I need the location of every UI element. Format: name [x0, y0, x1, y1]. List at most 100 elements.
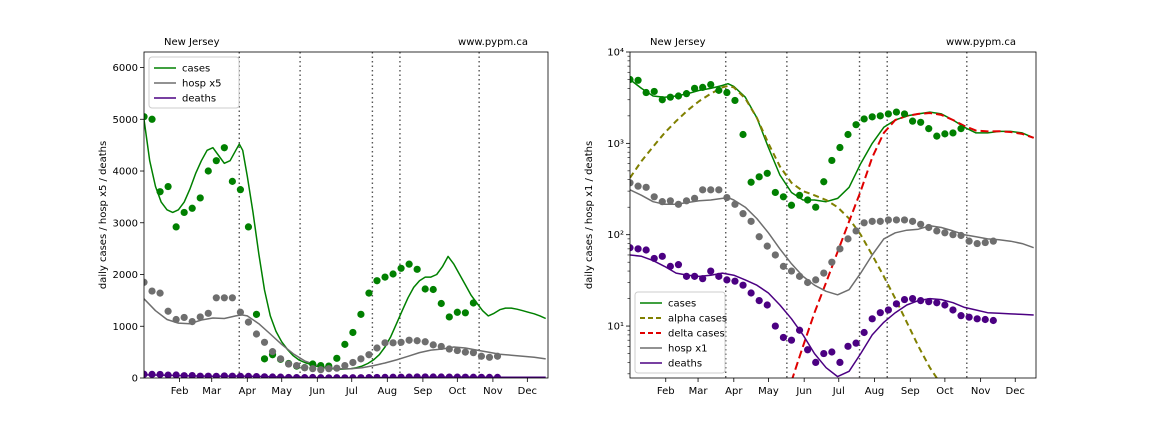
deaths-points-point — [707, 267, 715, 275]
hosp-x5-points-point — [389, 339, 397, 347]
hosp-x1-points-point — [779, 262, 788, 270]
cases-line-line — [144, 119, 547, 370]
hosp-x1-points-point — [941, 229, 949, 237]
hosp-x1-points-point — [820, 269, 828, 277]
cases-points-point — [469, 299, 477, 307]
hosp-x5-points-point — [365, 351, 373, 359]
hosp-x5-points-point — [357, 355, 365, 363]
y-tick-label: 4000 — [113, 167, 138, 178]
cases-points-point — [172, 223, 180, 231]
cases-points-point — [658, 96, 666, 104]
cases-points-point — [148, 115, 156, 123]
x-tick-label: Sep — [413, 386, 432, 397]
deaths-points-point — [787, 336, 796, 344]
deaths-points-point — [699, 275, 707, 283]
x-tick-label: Nov — [971, 386, 991, 397]
hosp-x1-points-point — [933, 227, 941, 235]
deaths-points-point — [941, 301, 949, 309]
cases-points-point — [707, 80, 715, 89]
panel-title-left: New Jersey — [650, 37, 706, 48]
deaths-points-point — [868, 315, 876, 323]
hosp-x5-points-point — [188, 317, 196, 326]
deaths-points-point — [860, 328, 868, 337]
cases-points-point — [925, 125, 933, 133]
cases-points-point — [373, 277, 381, 285]
deaths-points-point — [445, 373, 453, 378]
cases-points-point — [349, 328, 357, 337]
x-tick-label: Nov — [483, 386, 503, 397]
cases-points-point — [341, 340, 349, 348]
deaths-points-point — [634, 245, 642, 253]
cases-points-point — [949, 129, 957, 137]
deaths-points-point — [469, 373, 477, 378]
deaths-points-point — [236, 372, 245, 378]
x-tick-label: Jun — [795, 386, 812, 397]
legend-label-hosp-x5: hosp x5 — [182, 79, 221, 90]
deaths-points-point — [228, 372, 236, 378]
x-tick-label: Jun — [308, 386, 325, 397]
cases-points-point — [682, 90, 691, 98]
deaths-points-point — [682, 272, 691, 280]
y-tick-label: 5000 — [113, 115, 138, 126]
hosp-x1-points-point — [957, 231, 965, 240]
deaths-points-point — [836, 358, 844, 367]
hosp-x5-points-point — [301, 364, 309, 372]
hosp-x1-points-point — [884, 216, 892, 224]
cases-points-point — [908, 117, 917, 125]
legend-box — [634, 291, 726, 374]
cases-points-point — [437, 299, 445, 308]
cases-points-point — [196, 194, 204, 202]
hosp-x5-points-point — [172, 315, 180, 324]
deaths-points-point — [666, 262, 674, 270]
hosp-x1-points-point — [699, 186, 707, 194]
deaths-points-point — [333, 374, 341, 378]
hosp-x5-points-point — [349, 358, 357, 367]
hosp-x5-points-point — [461, 348, 469, 356]
hosp-x1-points-point — [852, 227, 860, 235]
deaths-points-point — [156, 370, 164, 378]
deaths-points-point — [357, 374, 365, 378]
hosp-x5-points-point — [196, 313, 204, 321]
axes-frame — [629, 51, 1037, 379]
cases-points-point — [820, 178, 828, 186]
legend: cases hosp x5 deaths — [148, 56, 240, 109]
y-tick-label: 10² — [607, 230, 624, 241]
deaths-points-point — [715, 272, 723, 280]
hosp-x5-points-point — [204, 309, 212, 317]
hosp-x1-points-point — [795, 272, 804, 280]
deaths-points-point — [164, 371, 172, 378]
cases-points-point — [715, 86, 723, 94]
deaths-points-point — [373, 373, 381, 378]
cases-points-point — [731, 96, 739, 105]
hosp-x1-points-point — [642, 183, 650, 191]
legend-label-alpha-cases: alpha cases — [668, 314, 727, 325]
hosp-x1-points-point — [755, 233, 763, 241]
x-tick-label: Aug — [865, 386, 885, 397]
deaths-points-point — [828, 348, 836, 356]
deaths-points-point — [658, 252, 666, 260]
hosp-x5-points-point — [485, 353, 494, 361]
hosp-x1-points-point — [876, 217, 884, 225]
deaths-points-point — [795, 326, 804, 334]
hosp-x5-points-point — [164, 307, 172, 315]
deaths-points-point — [285, 373, 293, 378]
deaths-points-point — [148, 370, 156, 378]
cases-points-point — [357, 310, 365, 318]
cases-points-point — [397, 264, 405, 272]
cases-points-point — [933, 132, 941, 140]
cases-points-point — [188, 204, 196, 212]
deaths-points-point — [642, 246, 650, 254]
hosp-x5-points-point — [373, 344, 381, 352]
hosp-x1-points-point — [836, 245, 844, 253]
cases-points-point — [630, 75, 634, 84]
hosp-x5-points-point — [220, 294, 228, 302]
deaths-points-point — [429, 373, 437, 378]
hosp-x5-points-point — [341, 361, 349, 370]
hosp-x1-points-point — [650, 193, 658, 201]
legend-box — [148, 56, 240, 109]
deaths-points-point — [965, 313, 973, 321]
deaths-points-point — [989, 316, 997, 325]
hosp-x1-points-point — [682, 197, 691, 205]
hosp-x5-points-point — [397, 338, 405, 346]
